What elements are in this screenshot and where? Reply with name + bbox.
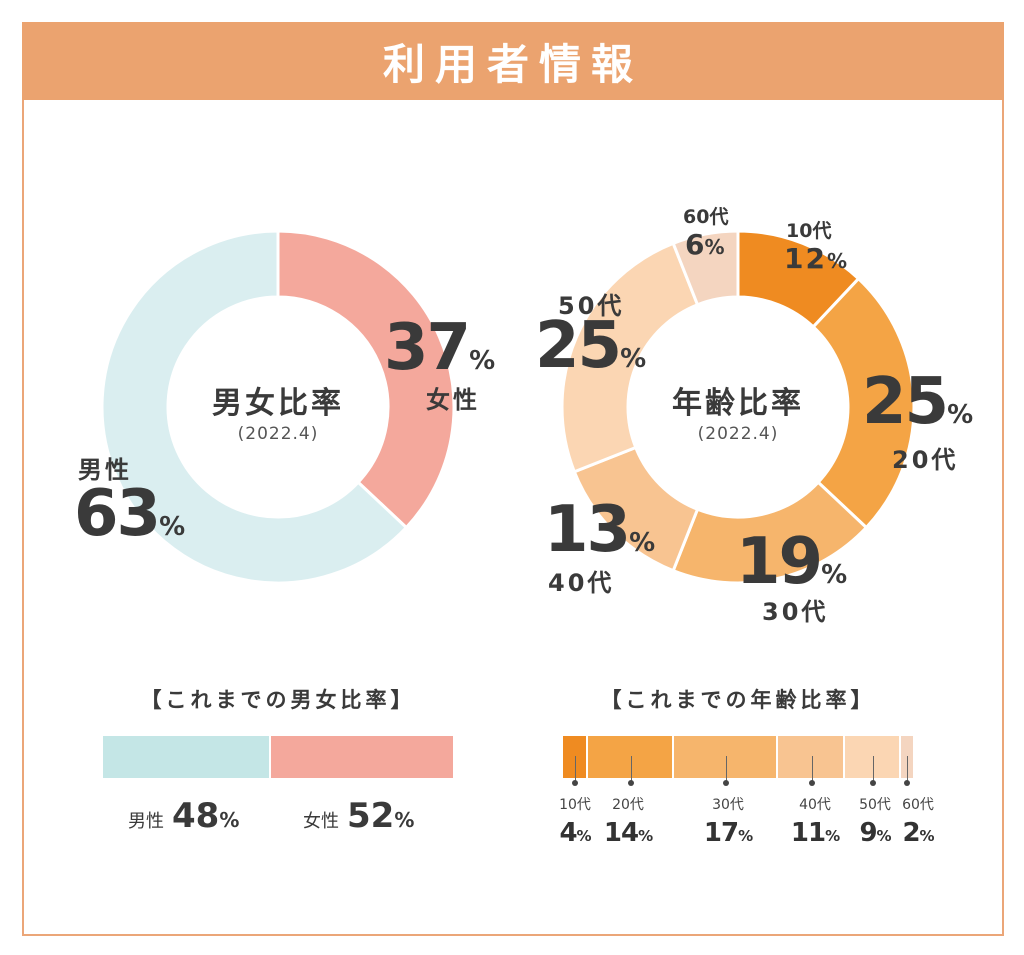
history-age-value-5: 2%	[902, 818, 934, 848]
age20-percent-label: 25%	[862, 365, 974, 439]
history-age-segment-1	[587, 736, 674, 778]
history-age-label-2: 30代 17%	[698, 794, 758, 848]
age20-name-label: 20代	[892, 446, 959, 474]
history-age-title: 【これまでの年齢比率】	[600, 688, 876, 712]
history-age-segment-4	[845, 736, 901, 778]
history-age-value-2: 17%	[703, 818, 753, 848]
history-age-segment-3	[777, 736, 846, 778]
age-donut-chart	[560, 229, 916, 585]
history-gender-segment-0	[103, 736, 271, 778]
age50-percent-label: 25%	[535, 309, 647, 383]
gender-slice-1	[100, 229, 409, 585]
male-percent-label: 63%	[74, 477, 186, 551]
age-tick-line-1	[630, 756, 632, 782]
history-age-bar	[563, 736, 913, 778]
age-tick-dot-4	[870, 780, 877, 786]
age-chart-title: 年齢比率	[672, 386, 804, 421]
age50-name-label: 50代	[558, 292, 625, 320]
history-age-name-1: 20代	[612, 797, 644, 813]
age10-name-label: 10代	[786, 220, 832, 242]
history-age-name-4: 50代	[859, 797, 891, 813]
history-female-legend: 女性 52%	[303, 796, 415, 836]
history-age-value-3: 11%	[790, 818, 840, 848]
gender-donut-center: 男女比率 (2022.4)	[178, 378, 378, 444]
age-chart-date: (2022.4)	[697, 424, 779, 444]
age30-percent-label: 19%	[736, 525, 848, 599]
age-tick-line-4	[873, 756, 875, 782]
age40-name-label: 40代	[548, 569, 615, 597]
male-name-label: 男性	[78, 456, 132, 484]
age-tick-dot-5	[903, 780, 910, 786]
history-age-label-1: 20代 14%	[598, 794, 658, 848]
age-tick-line-3	[811, 756, 813, 782]
history-age-name-3: 40代	[799, 797, 831, 813]
header-banner: 利用者情報	[22, 22, 1004, 100]
age10-percent-label: 12%	[784, 242, 848, 275]
age-tick-dot-0	[572, 780, 579, 786]
history-age-value-1: 14%	[603, 818, 653, 848]
history-age-name-5: 60代	[902, 797, 934, 813]
gender-slice-0	[276, 229, 456, 530]
age60-name-label: 60代	[683, 206, 729, 228]
history-age-value-0: 4%	[559, 818, 591, 848]
age60-percent-label: 6%	[685, 228, 725, 261]
history-age-label-0: 10代 4%	[545, 794, 605, 848]
history-age-name-2: 30代	[712, 797, 744, 813]
female-name-label: 女性	[426, 386, 480, 414]
gender-chart-date: (2022.4)	[237, 424, 319, 444]
history-age-value-4: 9%	[859, 818, 891, 848]
history-male-legend: 男性 48%	[128, 796, 240, 836]
age-tick-line-2	[725, 756, 727, 782]
age-tick-dot-2	[722, 780, 729, 786]
history-gender-bar	[103, 736, 453, 778]
age-slice-1	[811, 276, 916, 530]
history-age-label-3: 40代 11%	[785, 794, 845, 848]
history-age-name-0: 10代	[559, 797, 591, 813]
age-tick-dot-3	[808, 780, 815, 786]
history-age-label-4: 50代 9%	[845, 794, 905, 848]
page-title: 利用者情報	[382, 39, 643, 89]
history-age-label-5: 60代 2%	[888, 794, 948, 848]
age30-name-label: 30代	[762, 598, 829, 626]
history-gender-segment-1	[271, 736, 453, 778]
age-tick-line-0	[575, 756, 577, 782]
age-tick-dot-1	[627, 780, 634, 786]
female-percent-label: 37%	[384, 311, 496, 385]
history-age-segment-2	[673, 736, 778, 778]
age-slice-4	[560, 241, 700, 474]
age-slice-5	[671, 229, 740, 307]
age40-percent-label: 13%	[544, 493, 656, 567]
gender-chart-title: 男女比率	[212, 386, 344, 421]
age-donut-center: 年齢比率 (2022.4)	[638, 378, 838, 444]
age-tick-line-5	[906, 756, 908, 782]
history-gender-title: 【これまでの男女比率】	[140, 688, 416, 712]
gender-donut-chart	[100, 229, 456, 585]
history-age-segment-5	[900, 736, 913, 778]
